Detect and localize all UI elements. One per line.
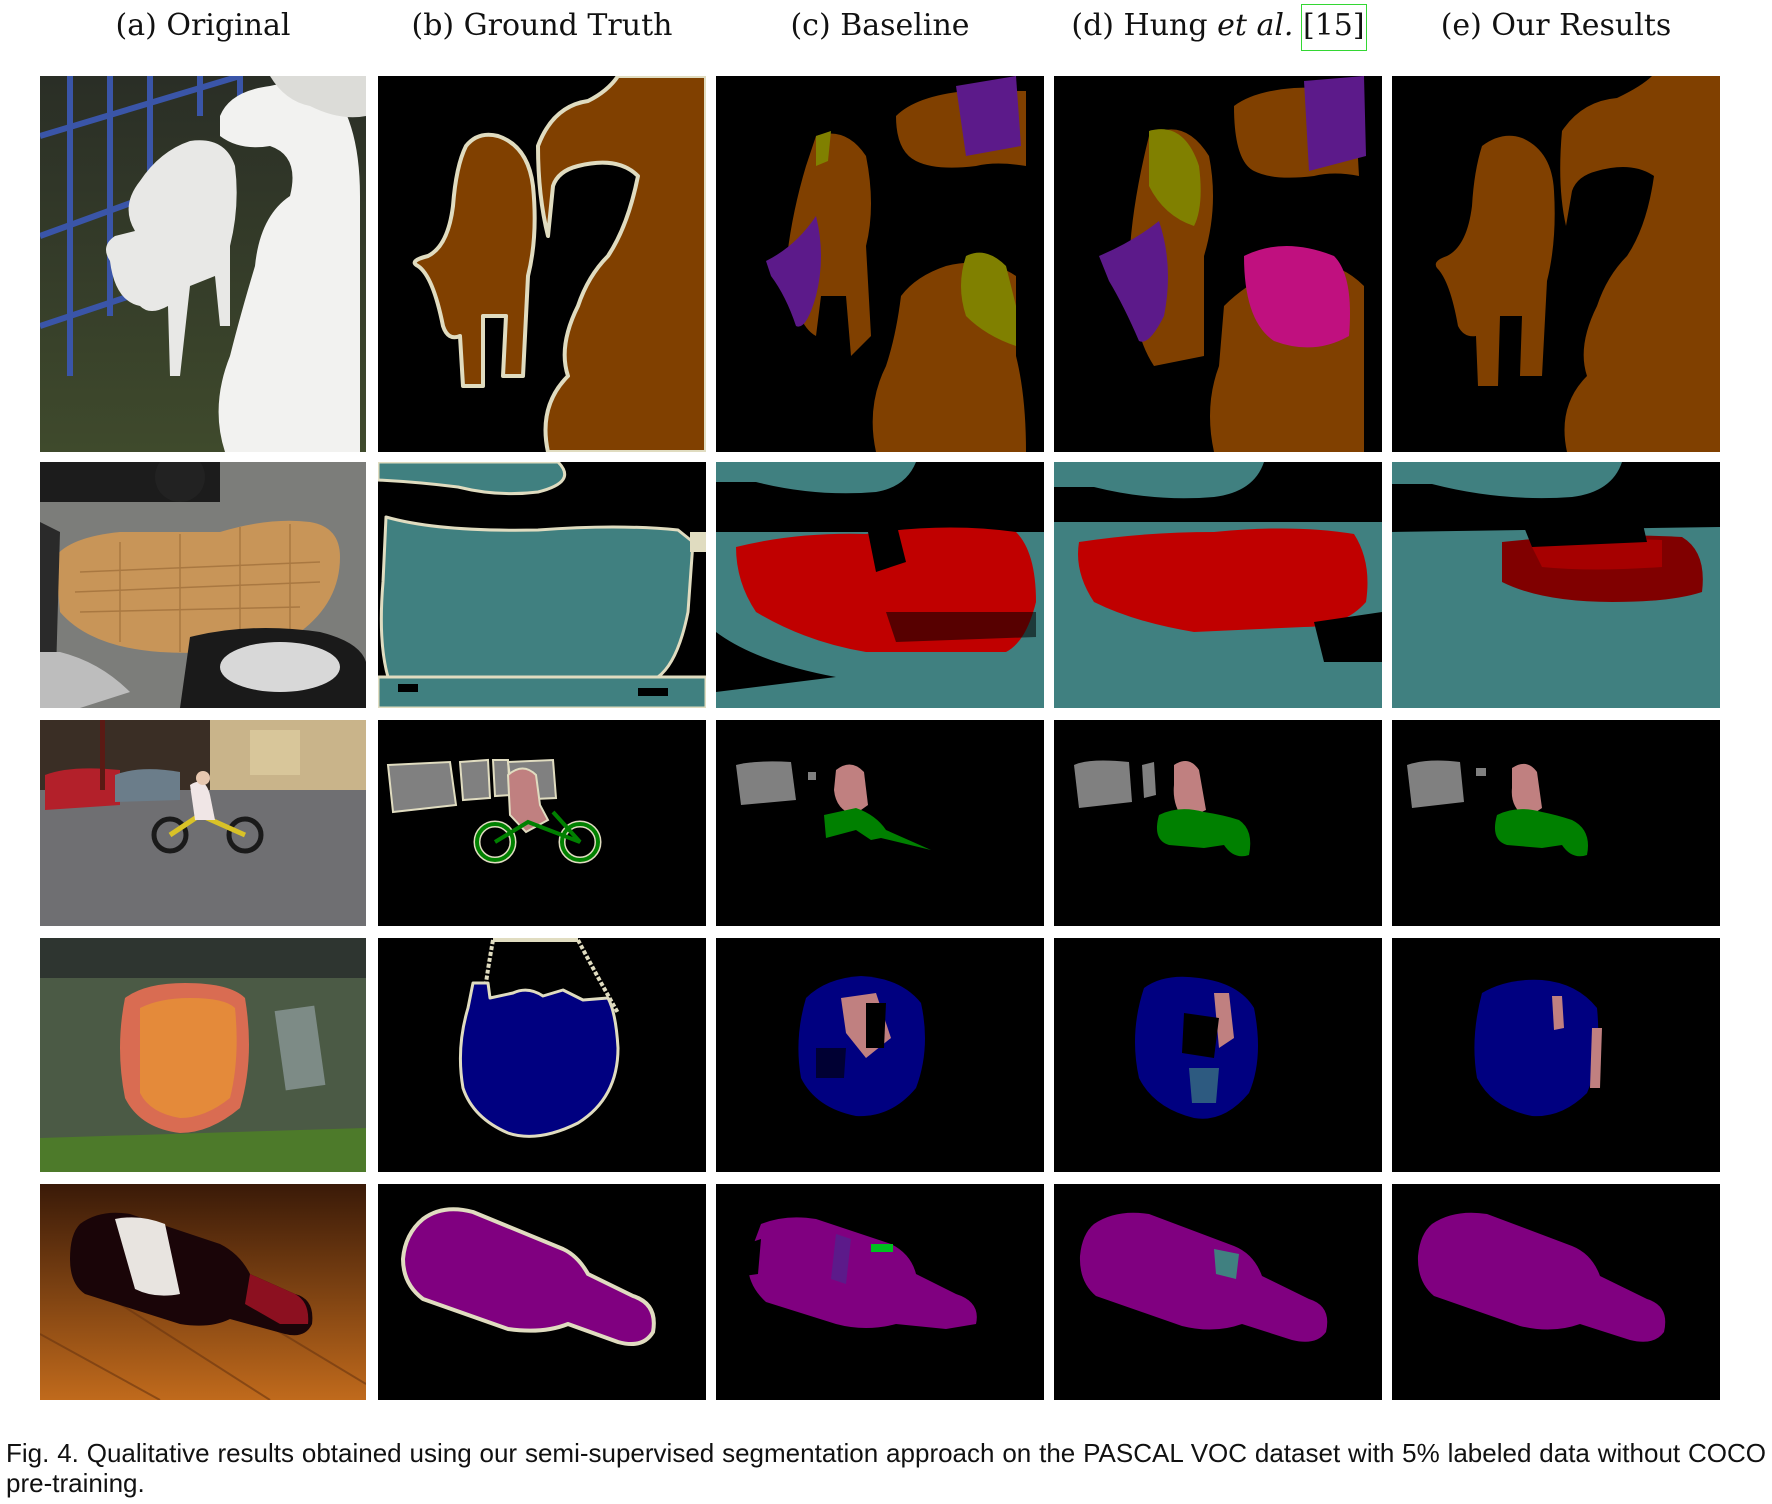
citation-link-15[interactable]: [15]: [1301, 4, 1367, 51]
column-header-ground-truth: (b) Ground Truth: [378, 8, 706, 43]
column-header-baseline: (c) Baseline: [716, 8, 1044, 43]
panel-seat-original: [40, 462, 366, 708]
panel-cyclist-ground-truth: [378, 720, 706, 926]
column-header-hung-prefix: (d) Hung: [1071, 8, 1218, 43]
panel-sheep-original: [40, 76, 366, 452]
figure-caption: Fig. 4. Qualitative results obtained usi…: [6, 1438, 1766, 1498]
panel-bottle-hung: [1054, 1184, 1382, 1400]
panel-seat-ours: [1392, 462, 1720, 708]
panel-bottle-original: [40, 1184, 366, 1400]
panel-seat-baseline: [716, 462, 1044, 708]
column-header-ours: (e) Our Results: [1392, 8, 1720, 43]
panel-boat-ground-truth: [378, 938, 706, 1172]
panel-cyclist-hung: [1054, 720, 1382, 926]
column-header-ours-text: (e) Our Results: [1440, 8, 1672, 43]
panel-boat-original: [40, 938, 366, 1172]
column-header-hung-etal: et al.: [1217, 8, 1294, 43]
panel-cyclist-ours: [1392, 720, 1720, 926]
panel-seat-hung: [1054, 462, 1382, 708]
panel-seat-ground-truth: [378, 462, 706, 708]
panel-sheep-baseline: [716, 76, 1044, 452]
panel-cyclist-baseline: [716, 720, 1044, 926]
panel-sheep-hung: [1054, 76, 1382, 452]
panel-sheep-ground-truth: [378, 76, 706, 452]
column-header-original: (a) Original: [40, 8, 366, 43]
panel-bottle-ground-truth: [378, 1184, 706, 1400]
panel-boat-baseline: [716, 938, 1044, 1172]
column-header-ground-truth-text: (b) Ground Truth: [411, 8, 673, 43]
panel-cyclist-original: [40, 720, 366, 926]
panel-bottle-ours: [1392, 1184, 1720, 1400]
column-header-baseline-text: (c) Baseline: [790, 8, 970, 43]
column-header-original-text: (a) Original: [115, 8, 291, 43]
panel-sheep-ours: [1392, 76, 1720, 452]
panel-boat-hung: [1054, 938, 1382, 1172]
panel-boat-ours: [1392, 938, 1720, 1172]
panel-bottle-baseline: [716, 1184, 1044, 1400]
column-header-hung: (d) Hung et al. [15]: [1054, 4, 1382, 51]
